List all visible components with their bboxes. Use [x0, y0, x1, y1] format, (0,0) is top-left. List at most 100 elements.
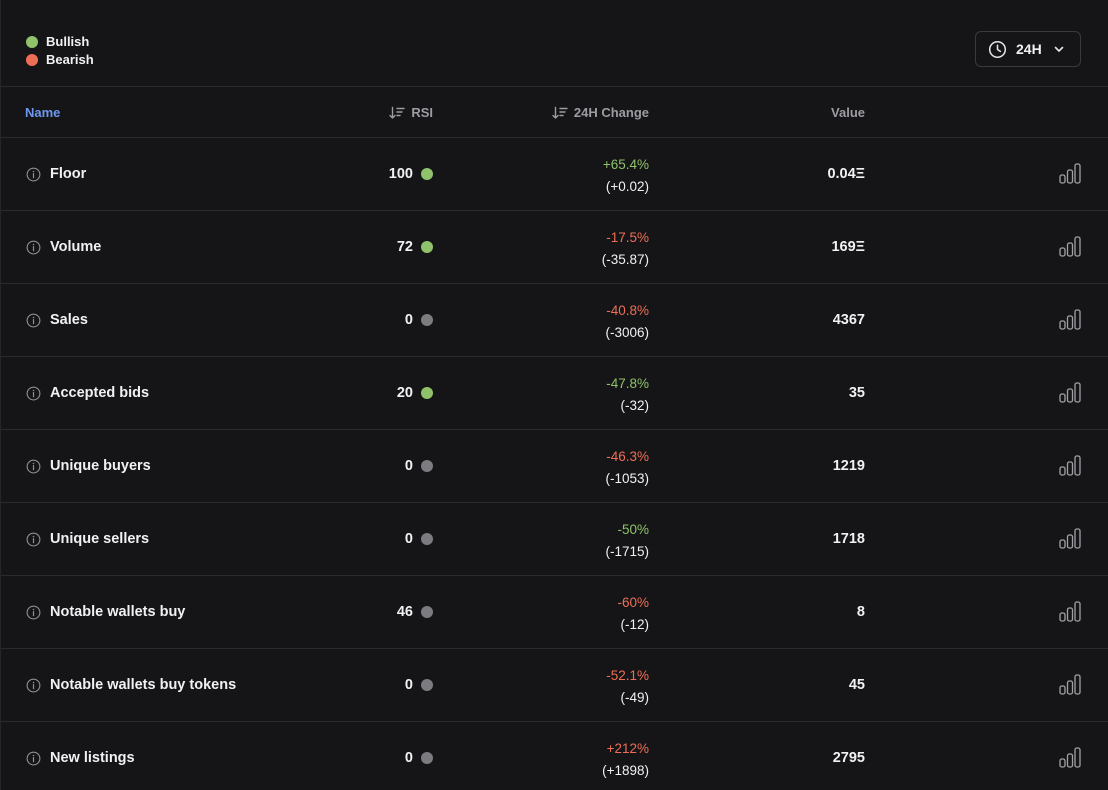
table-row[interactable]: Accepted bids 20 -47.8% (-32) 35 — [1, 357, 1108, 430]
change-cell: -17.5% (-35.87) — [602, 227, 649, 271]
metric-value: 1718 — [832, 531, 865, 547]
chevron-down-icon — [1053, 43, 1065, 55]
column-header-rsi[interactable]: RSI — [389, 105, 433, 120]
bullish-dot-icon — [26, 36, 38, 48]
bar-chart-icon[interactable] — [1059, 601, 1081, 622]
bar-chart-icon[interactable] — [1059, 528, 1081, 549]
value-cell: 35 — [849, 357, 865, 429]
info-icon[interactable] — [26, 751, 41, 766]
column-label-rsi: RSI — [411, 105, 433, 120]
info-icon[interactable] — [26, 167, 41, 182]
sort-descending-icon — [552, 106, 568, 120]
legend-label-bearish: Bearish — [46, 52, 94, 67]
table-row[interactable]: Unique buyers 0 -46.3% (-1053) 1219 — [1, 430, 1108, 503]
column-header-name[interactable]: Name — [25, 105, 60, 120]
info-icon[interactable] — [26, 459, 41, 474]
change-absolute: (-1053) — [605, 471, 649, 486]
info-icon[interactable] — [26, 313, 41, 328]
metric-name: Accepted bids — [50, 385, 150, 401]
column-header-change[interactable]: 24H Change — [552, 105, 649, 120]
info-icon[interactable] — [26, 240, 41, 255]
rsi-status-dot-icon — [421, 241, 433, 253]
bar-chart-icon[interactable] — [1059, 747, 1081, 768]
bar-chart-icon[interactable] — [1059, 309, 1081, 330]
bar-chart-icon[interactable] — [1059, 236, 1081, 257]
info-icon[interactable] — [26, 678, 41, 693]
legend: Bullish Bearish — [26, 33, 94, 69]
rsi-cell: 46 — [397, 576, 433, 648]
rsi-value: 20 — [396, 385, 413, 401]
rsi-value: 0 — [404, 677, 413, 693]
table-header: Name RSI 24H Change Value — [1, 87, 1108, 138]
metric-value: 0.04Ξ — [827, 166, 865, 182]
change-absolute: (-3006) — [605, 325, 649, 340]
info-icon[interactable] — [26, 386, 41, 401]
change-absolute: (-49) — [620, 690, 649, 705]
change-cell: -47.8% (-32) — [606, 373, 649, 417]
value-cell: 2795 — [833, 722, 865, 790]
value-cell: 45 — [849, 649, 865, 721]
info-icon[interactable] — [26, 532, 41, 547]
metric-name: Unique sellers — [50, 531, 150, 547]
change-percent: -17.5% — [606, 230, 649, 245]
metric-name-cell: Sales — [26, 284, 88, 356]
bearish-dot-icon — [26, 54, 38, 66]
timeframe-dropdown[interactable]: 24H — [975, 31, 1081, 67]
rsi-status-dot-icon — [421, 387, 433, 399]
metric-name-cell: Notable wallets buy tokens — [26, 649, 236, 721]
table-row[interactable]: Notable wallets buy tokens 0 -52.1% (-49… — [1, 649, 1108, 722]
change-cell: +65.4% (+0.02) — [603, 154, 649, 198]
sort-descending-icon — [389, 106, 406, 120]
metric-name: Floor — [50, 166, 87, 182]
value-cell: 169Ξ — [831, 211, 865, 283]
change-absolute: (+0.02) — [605, 179, 649, 194]
rsi-cell: 0 — [405, 722, 433, 790]
change-absolute: (-35.87) — [601, 252, 649, 267]
rsi-status-dot-icon — [421, 606, 433, 618]
panel-header: Bullish Bearish 24H — [1, 0, 1108, 87]
info-icon[interactable] — [26, 605, 41, 620]
table-row[interactable]: Notable wallets buy 46 -60% (-12) 8 — [1, 576, 1108, 649]
metric-name: Notable wallets buy tokens — [50, 677, 237, 693]
rsi-cell: 100 — [389, 138, 433, 210]
column-label-change: 24H Change — [573, 105, 649, 120]
change-percent: +65.4% — [602, 157, 649, 172]
table-row[interactable]: New listings 0 +212% (+1898) 2795 — [1, 722, 1108, 790]
metric-name: Unique buyers — [50, 458, 151, 474]
rsi-value: 46 — [396, 604, 413, 620]
metric-name: Sales — [50, 312, 88, 328]
rsi-status-dot-icon — [421, 533, 433, 545]
bar-chart-icon[interactable] — [1059, 455, 1081, 476]
value-cell: 1718 — [833, 503, 865, 575]
bar-chart-icon[interactable] — [1059, 382, 1081, 403]
column-header-value[interactable]: Value — [831, 105, 865, 120]
value-cell: 1219 — [833, 430, 865, 502]
change-percent: -40.8% — [606, 303, 649, 318]
rsi-cell: 0 — [405, 649, 433, 721]
change-percent: +212% — [606, 741, 649, 756]
change-cell: -50% (-1715) — [605, 519, 649, 563]
bar-chart-icon[interactable] — [1059, 674, 1081, 695]
metric-value: 35 — [848, 385, 865, 401]
bar-chart-icon[interactable] — [1059, 163, 1081, 184]
rsi-status-dot-icon — [421, 752, 433, 764]
table-row[interactable]: Floor 100 +65.4% (+0.02) 0.04Ξ — [1, 138, 1108, 211]
column-label-value: Value — [831, 105, 865, 120]
table-row[interactable]: Sales 0 -40.8% (-3006) 4367 — [1, 284, 1108, 357]
metric-value: 169Ξ — [831, 239, 865, 255]
metric-name-cell: Unique sellers — [26, 503, 149, 575]
table-row[interactable]: Volume 72 -17.5% (-35.87) 169Ξ — [1, 211, 1108, 284]
change-absolute: (+1898) — [602, 763, 649, 778]
value-cell: 8 — [857, 576, 865, 648]
value-cell: 4367 — [833, 284, 865, 356]
rsi-value: 72 — [396, 239, 413, 255]
rsi-cell: 20 — [397, 357, 433, 429]
rsi-value: 0 — [404, 312, 413, 328]
metric-name-cell: New listings — [26, 722, 135, 790]
rsi-value: 0 — [404, 458, 413, 474]
change-cell: -40.8% (-3006) — [605, 300, 649, 344]
change-percent: -46.3% — [606, 449, 649, 464]
table-row[interactable]: Unique sellers 0 -50% (-1715) 1718 — [1, 503, 1108, 576]
legend-item-bearish: Bearish — [26, 51, 94, 69]
